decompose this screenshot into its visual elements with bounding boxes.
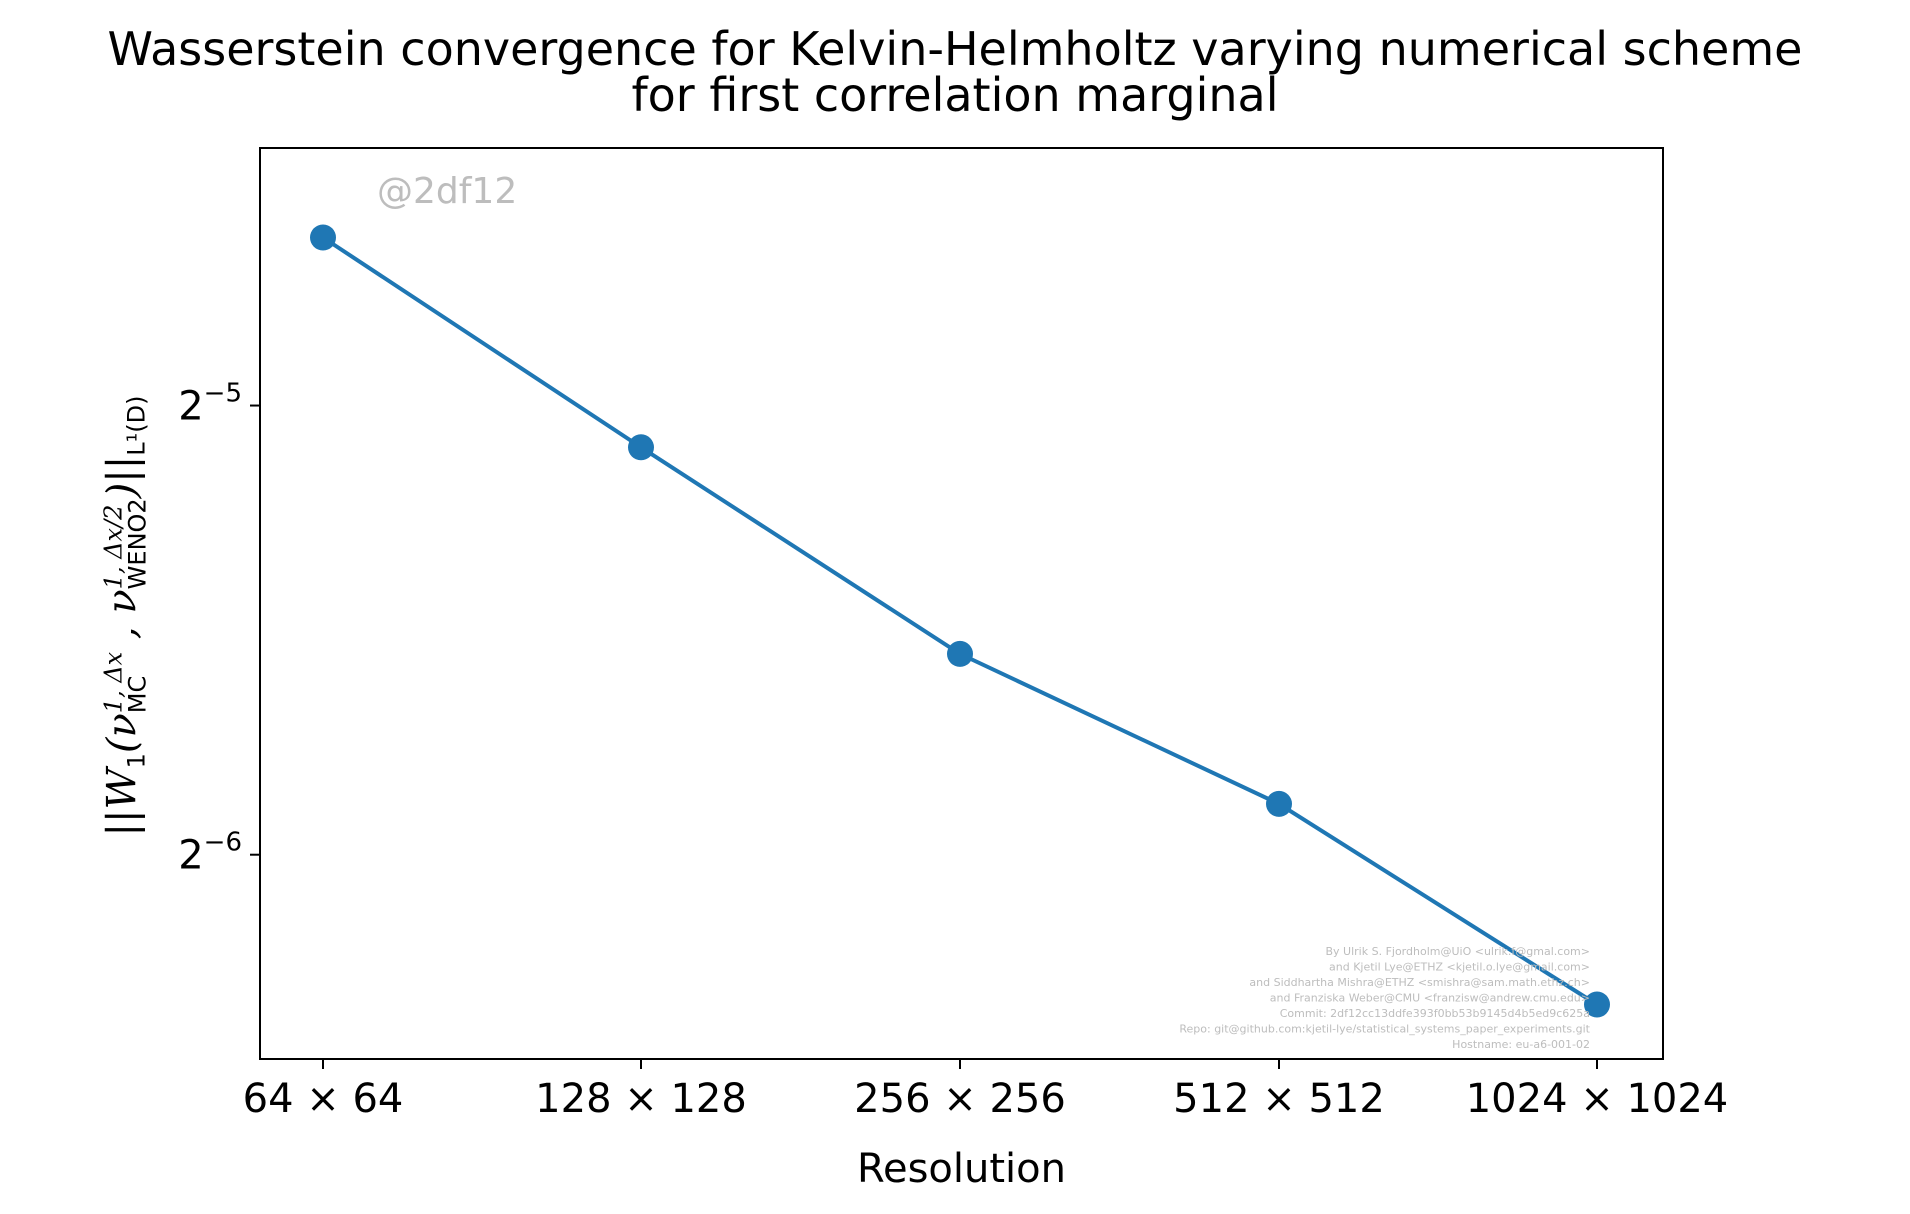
y-axis-label: ||W1(ν 1, Δx MC , ν 1, Δx/2 WENO2)||L¹(D) xyxy=(99,395,152,837)
y-tick-label: 2−5 xyxy=(178,379,242,430)
ylabel-mc-sup: 1, Δx xyxy=(99,651,128,714)
x-axis-label: Resolution xyxy=(857,1146,1066,1192)
data-point xyxy=(310,224,336,251)
data-point xyxy=(947,640,973,667)
x-tick-label: 128 × 128 xyxy=(535,1076,747,1122)
credit-line: Hostname: eu-a6-001-02 xyxy=(1452,1038,1590,1051)
ylabel-sep: , ν xyxy=(99,589,146,652)
credit-line: and Siddhartha Mishra@ETHZ <smishra@sam.… xyxy=(1249,976,1590,989)
chart-subtitle: for first correlation marginal xyxy=(631,68,1279,122)
ylabel-w-sub: 1 xyxy=(122,753,151,769)
ylabel-mc-indices: 1, Δx MC xyxy=(99,651,152,714)
ylabel-norm-sub: L¹(D) xyxy=(122,395,151,456)
credit-line: By Ulrik S. Fjordholm@UiO <ulrik.f@gmal.… xyxy=(1325,945,1590,958)
credit-line: Commit: 2df12cc13ddfe393f0bb53b9145d4b5e… xyxy=(1280,1007,1590,1020)
credit-line: and Franziska Weber@CMU <franzisw@andrew… xyxy=(1270,992,1590,1005)
plot-frame xyxy=(259,147,1664,1060)
credit-line: and Kjetil Lye@ETHZ <kjetil.o.lye@gmail.… xyxy=(1329,961,1590,974)
credit-line: Repo: git@github.com:kjetil-lye/statisti… xyxy=(1179,1023,1590,1036)
series-line xyxy=(321,235,1599,1007)
ylabel-open: (ν xyxy=(99,713,146,754)
x-tick-label: 1024 × 1024 xyxy=(1466,1076,1729,1122)
ylabel-prefix: ||W xyxy=(99,768,146,837)
ylabel-weno-sup: 1, Δx/2 xyxy=(99,504,128,590)
x-tick-label: 64 × 64 xyxy=(243,1076,404,1122)
watermark: @2df12 xyxy=(377,171,517,212)
data-point xyxy=(628,434,654,461)
x-tick-label: 512 × 512 xyxy=(1173,1076,1385,1122)
data-point xyxy=(1584,991,1610,1018)
ylabel-mc-sub: MC xyxy=(123,675,152,714)
chart-title: Wasserstein convergence for Kelvin-Helmh… xyxy=(107,22,1803,76)
ylabel-close: )|| xyxy=(99,455,146,499)
ylabel-weno-sub: WENO2 xyxy=(123,498,152,590)
y-tick-label: 2−6 xyxy=(178,828,242,879)
ylabel-weno-indices: 1, Δx/2 WENO2 xyxy=(99,498,152,590)
x-tick-label: 256 × 256 xyxy=(854,1076,1066,1122)
data-point xyxy=(1266,790,1292,817)
